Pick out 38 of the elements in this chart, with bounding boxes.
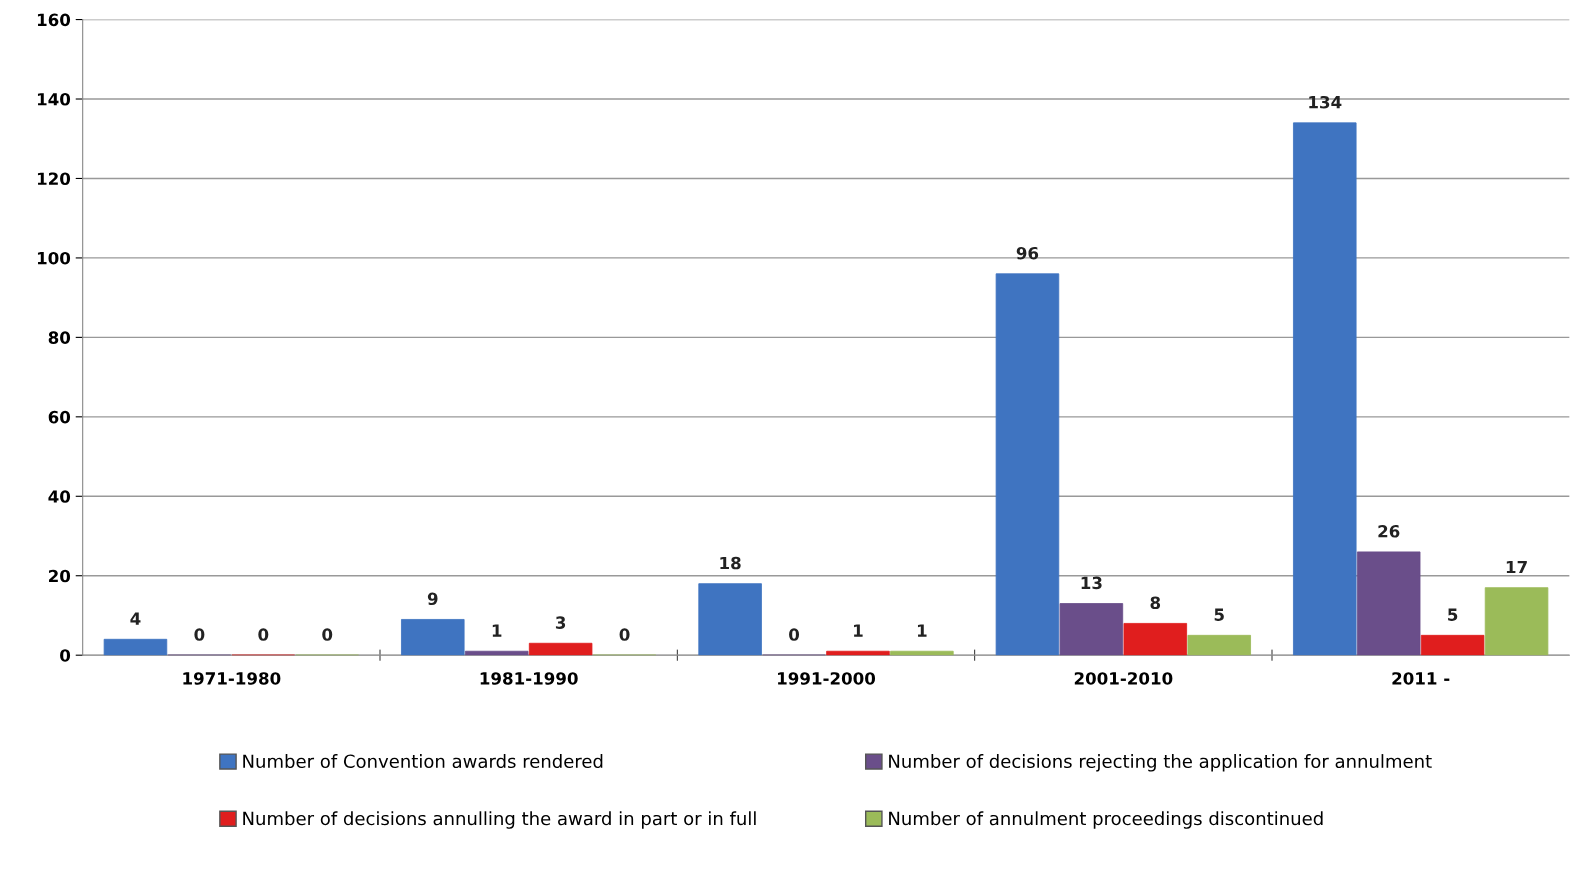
legend-label: Number of decisions annulling the award in part or in full [243,811,756,829]
y-tick-label: 140 [37,92,71,106]
data-label: 3 [555,616,566,629]
data-label: 5 [1214,608,1224,621]
x-tick-label: 1981-1990 [480,672,578,685]
data-label: 4 [130,612,141,625]
x-tick-label: 1991-2000 [778,672,876,685]
x-tick-label: 2001-2010 [1074,672,1173,685]
data-label: 0 [619,628,630,641]
x-tick-label: 2011 - [1392,672,1450,685]
data-label: 0 [258,628,269,641]
data-label: 18 [720,556,741,570]
x-tick-label: 1971-1980 [183,672,281,685]
legend-label: Number of Convention awards rendered [243,754,603,769]
data-label: 96 [1016,246,1039,260]
legend-label: Number of annulment proceedings discontinued [889,811,1323,829]
data-label: 9 [427,592,438,606]
y-tick-label: 100 [37,251,71,265]
legend-label: Number of decisions rejecting the application for annulment [889,754,1432,772]
y-tick-label: 20 [49,569,71,583]
y-tick-label: 80 [48,331,71,344]
y-tick-label: 0 [60,649,71,662]
y-tick-label: 60 [48,410,71,424]
data-label: 0 [789,628,800,641]
data-label: 0 [322,628,333,641]
data-label: 1 [854,624,863,637]
data-label: 17 [1506,560,1527,574]
data-label: 13 [1081,576,1102,590]
data-label: 0 [194,628,205,641]
data-label: 5 [1448,608,1458,621]
data-label: 1 [492,624,502,637]
y-tick-label: 120 [37,172,71,186]
data-label: 8 [1150,596,1161,610]
data-label: 1 [917,624,927,637]
y-tick-label: 160 [37,13,71,27]
data-label: 26 [1378,524,1400,538]
y-tick-label: 40 [48,490,71,503]
data-label: 134 [1309,95,1342,109]
